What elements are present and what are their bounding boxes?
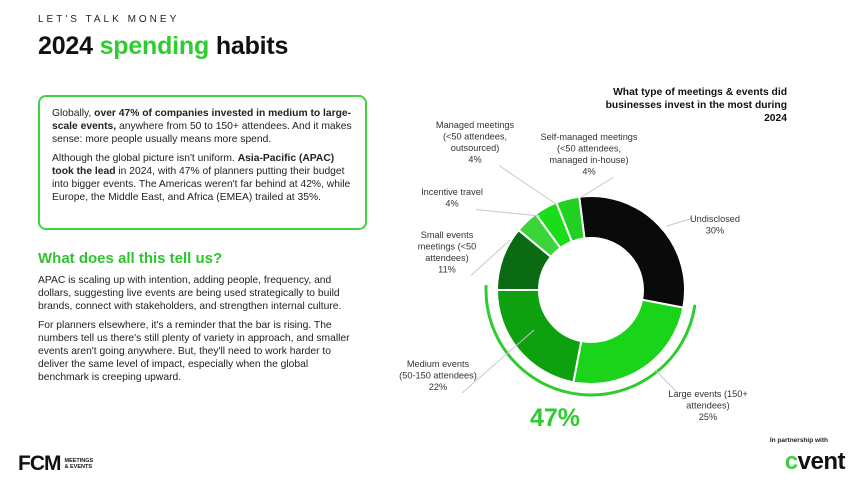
callout-paragraph-1: Globally, over 47% of companies invested… (52, 108, 352, 146)
leader-line-6 (579, 177, 614, 199)
leader-line-5 (498, 165, 557, 205)
leader-line-3 (470, 239, 511, 276)
page-kicker: LET'S TALK MONEY (38, 14, 180, 25)
highlight-percentage: 47% (530, 404, 581, 432)
leader-line-1 (654, 369, 679, 394)
cvent-logo: cvent (784, 448, 846, 475)
slice-label-2: Medium events (50-150 attendees) 22% (399, 359, 477, 392)
highlight-arc (484, 284, 697, 397)
page-title: 2024 spending habits (38, 32, 289, 60)
section-paragraph-2: For planners elsewhere, it's a reminder … (38, 320, 350, 383)
slice-label-3: Small events meetings (<50 attendees) 11% (418, 230, 476, 275)
summary-callout: Globally, over 47% of companies invested… (38, 95, 367, 230)
fcm-subtitle: MEETINGS & EVENTS (64, 457, 94, 471)
section-paragraph-1: APAC is scaling up with intention, addin… (38, 275, 342, 312)
chart-title: What type of meetings & events did busin… (605, 87, 787, 124)
slice-label-5: Managed meetings (<50 attendees, outsource… (436, 120, 515, 165)
slice-label-0: Undisclosed 30% (690, 214, 740, 236)
title-accent: spending (99, 32, 210, 60)
leader-line-0 (666, 217, 694, 227)
callout-paragraph-2: Although the global picture isn't unifor… (52, 152, 351, 204)
section-body: APAC is scaling up with intention, addin… (38, 274, 358, 390)
slice-label-1: Large events (150+ attendees) 25% (668, 389, 747, 422)
fcm-logo: FCM MEETINGS & EVENTS (18, 452, 93, 476)
donut-slice-6 (555, 195, 586, 243)
section-heading: What does all this tell us? (38, 250, 223, 267)
donut-slice-0 (578, 195, 686, 309)
leader-line-4 (475, 209, 541, 217)
fcm-wordmark: FCM (18, 452, 61, 475)
donut-slice-2 (495, 289, 583, 384)
partner-text: In partnership with (769, 437, 828, 444)
slice-label-6: Self-managed meetings (<50 attendees, mana… (540, 132, 637, 177)
leader-line-2 (461, 329, 535, 394)
donut-slice-1 (572, 298, 685, 385)
slice-label-4: Incentive travel 4% (421, 187, 483, 209)
